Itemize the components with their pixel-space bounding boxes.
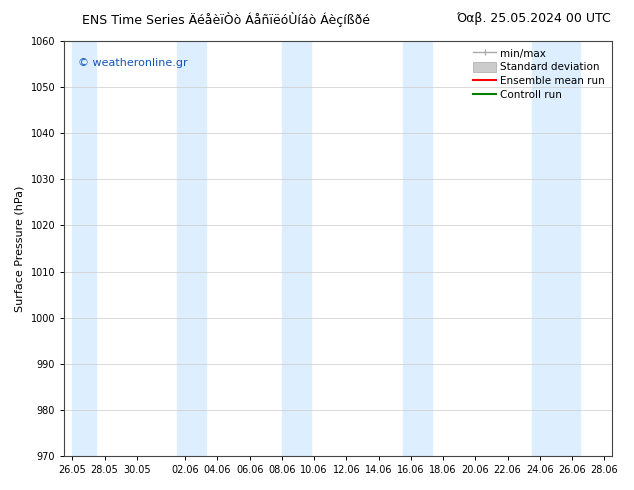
Y-axis label: Surface Pressure (hPa): Surface Pressure (hPa) [15, 185, 25, 312]
Bar [72, 41, 96, 456]
Bar [177, 41, 206, 456]
Legend: min/max, Standard deviation, Ensemble mean run, Controll run: min/max, Standard deviation, Ensemble me… [469, 44, 609, 104]
Bar [282, 41, 311, 456]
Bar [532, 41, 580, 456]
Text: © weatheronline.gr: © weatheronline.gr [78, 58, 188, 68]
Bar [403, 41, 432, 456]
Text: ENS Time Series ÄéåèïÒò ÁåñïëóÙíáò Áèçíßðé: ENS Time Series ÄéåèïÒò ÁåñïëóÙíáò Áèçíß… [82, 12, 370, 27]
Text: Όαβ. 25.05.2024 00 UTC: Όαβ. 25.05.2024 00 UTC [456, 12, 611, 25]
